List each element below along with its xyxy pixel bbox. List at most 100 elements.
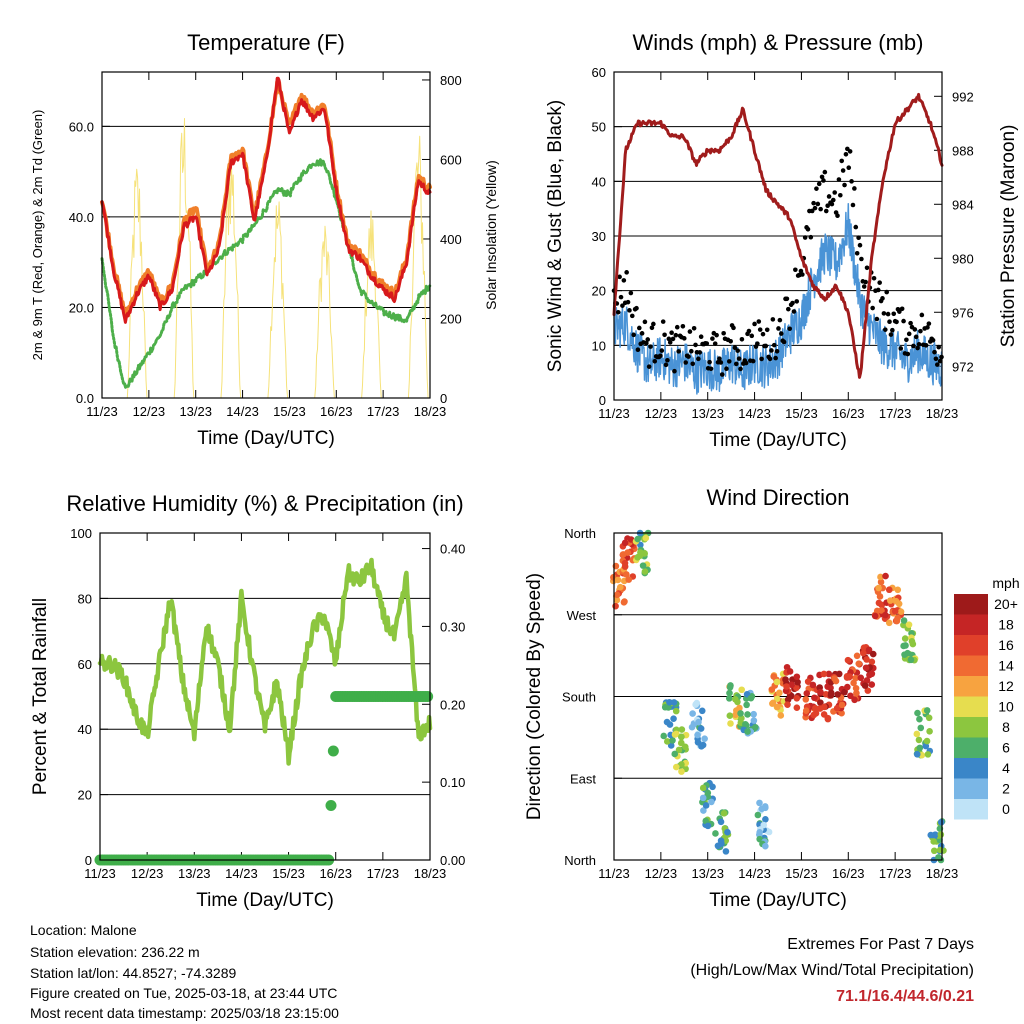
direction-point [817, 688, 824, 696]
humidity-x-tick-label: 13/23 [178, 866, 211, 881]
gust-point [883, 327, 888, 332]
gust-point [836, 177, 842, 182]
direction-point [891, 607, 899, 615]
gust-point [812, 205, 818, 211]
direction-point [612, 602, 619, 610]
direction-point [702, 817, 710, 825]
legend-label: 2 [1002, 781, 1010, 797]
temperature-x-tick-label: 13/23 [179, 404, 212, 419]
humidity-right-tick-label: 0.10 [440, 775, 465, 790]
direction-point [699, 741, 707, 749]
humidity-x-tick-label: 12/23 [131, 866, 164, 881]
precipitation-point [327, 745, 339, 757]
gust-point [627, 308, 632, 313]
direction-point [857, 674, 865, 682]
winds-x-tick-label: 16/23 [832, 406, 865, 421]
winds-left-tick-label: 10 [592, 338, 606, 353]
gust-point [793, 267, 798, 273]
humidity-right-tick-label: 0.00 [440, 853, 465, 868]
direction-point [855, 660, 863, 667]
direction-point [663, 738, 671, 745]
winds-panel: Winds (mph) & Pressure (mb) 0 10 20 30 40 50 60… [545, 30, 1019, 451]
direction-point [916, 715, 923, 723]
direction-point [718, 840, 725, 847]
gust-point [904, 337, 909, 343]
direction-point [786, 668, 794, 675]
winds-x-tick-label: 18/23 [926, 406, 959, 421]
gust-point [774, 348, 780, 354]
direction-point [725, 695, 733, 702]
gust-point [854, 250, 860, 256]
direction-point [637, 549, 644, 556]
gust-point [915, 345, 920, 351]
direction-point [704, 789, 712, 797]
gust-point [884, 289, 890, 295]
gust-point [881, 311, 887, 316]
temperature-right-tick-label: 400 [440, 232, 462, 247]
direction-point [726, 689, 733, 697]
direction-point [698, 707, 706, 715]
gust-point [673, 332, 679, 338]
direction-point [907, 656, 915, 664]
direction-point [758, 805, 766, 813]
direction-point [697, 725, 705, 732]
direction-point [869, 650, 877, 658]
direction-point [861, 682, 869, 689]
direction-point [670, 715, 677, 722]
gust-point [615, 309, 621, 315]
temperature-x-label: Time (Day/UTC) [197, 428, 335, 449]
gust-point [708, 366, 714, 372]
gust-point [923, 343, 929, 348]
winds-x-tick-label: 17/23 [879, 406, 912, 421]
gust-point [891, 311, 897, 317]
legend-label: 14 [998, 658, 1014, 674]
gust-point [811, 200, 816, 206]
gust-point [937, 358, 943, 364]
gust-point [905, 351, 911, 357]
gust-point [732, 345, 738, 351]
direction-point [726, 684, 734, 691]
gust-point [818, 206, 823, 212]
direction-point [678, 733, 685, 741]
direction-point [788, 681, 795, 689]
legend-swatch [954, 717, 988, 738]
gust-point [908, 320, 913, 326]
footer-created: Figure created on Tue, 2025-03-18, at 23… [30, 985, 338, 1001]
direction-point [695, 718, 702, 726]
direction-point [925, 714, 933, 722]
gust-point [669, 330, 674, 336]
extremes-subtitle: (High/Low/Max Wind/Total Precipitation) [690, 962, 974, 979]
temperature-right-tick-label: 0 [440, 391, 447, 406]
direction-point [863, 656, 870, 663]
gust-point [721, 330, 726, 336]
gust-point [759, 356, 764, 362]
winds-right-tick-label: 980 [952, 251, 974, 266]
direction-point [877, 578, 885, 586]
direction-point [916, 744, 924, 752]
direction-point [820, 703, 828, 711]
direction-point [893, 617, 901, 625]
direction-point [809, 681, 817, 689]
winds-right-tick-label: 984 [952, 197, 974, 212]
direction-point [900, 642, 907, 650]
winds-right-axis-label: Station Pressure (Maroon) [998, 125, 1019, 348]
gust-point [885, 311, 891, 317]
legend-label: 8 [1002, 719, 1010, 735]
direction-point [864, 687, 872, 694]
legend-label: 0 [1002, 801, 1010, 817]
gust-point [857, 242, 863, 248]
humidity-x-tick-label: 16/23 [319, 866, 352, 881]
direction-point [885, 619, 893, 627]
winds-left-tick-label: 20 [592, 284, 606, 299]
gust-point [736, 356, 742, 361]
direction-point [700, 807, 707, 814]
gust-point [666, 336, 672, 342]
direction-point [666, 698, 673, 706]
direction-point [927, 831, 935, 839]
winds-right-tick-label: 988 [952, 143, 974, 158]
temperature-right-tick-label: 600 [440, 152, 462, 167]
direction-point [803, 690, 811, 697]
humidity-left-axis-label: Percent & Total Rainfall [30, 598, 51, 795]
gust-point [631, 332, 636, 338]
